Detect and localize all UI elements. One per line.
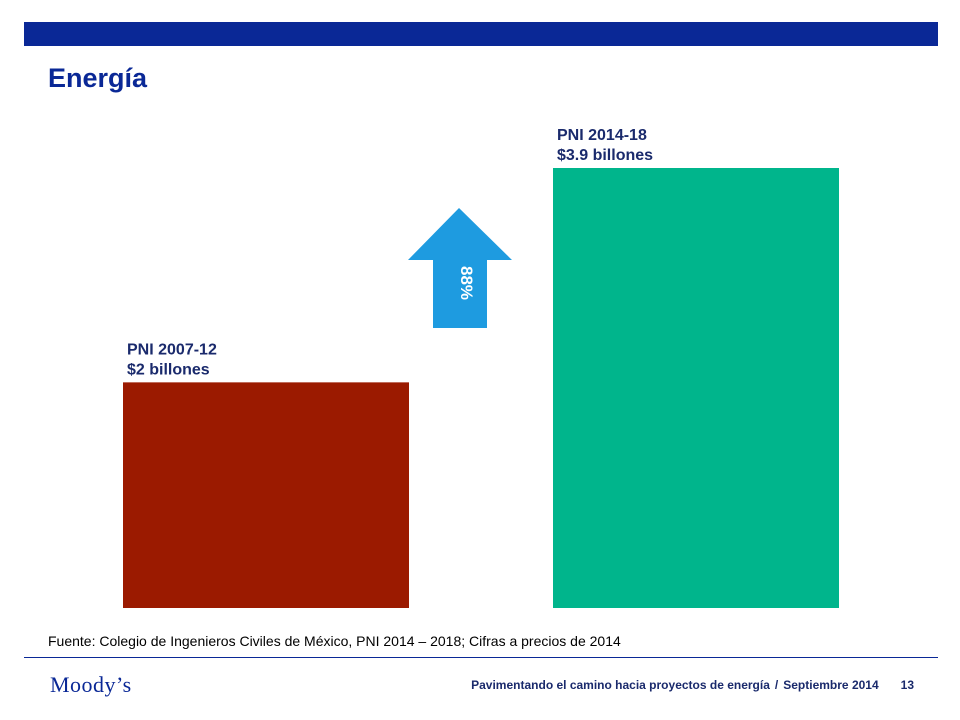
bar-labels-group: PNI 2007-12 $2 billones PNI 2014-18 $3.9 bi… [127, 127, 653, 378]
bar-chart: PNI 2007-12 $2 billones PNI 2014-18 $3.9 bi… [123, 127, 839, 608]
footer-separator: / [774, 678, 779, 692]
page-title: Energía [48, 63, 148, 93]
bars-group [123, 168, 839, 608]
footer-info: Pavimentando el camino hacia proyectos d… [471, 678, 914, 692]
footer-date: Septiembre 2014 [783, 678, 879, 692]
top-header-bar [24, 22, 938, 46]
bar-value-label: $3.9 billones [557, 147, 653, 164]
footer-divider [24, 657, 938, 658]
source-note: Fuente: Colegio de Ingenieros Civiles de… [48, 633, 621, 649]
bar-1 [123, 382, 409, 608]
moodys-logo: Moody’s [50, 672, 132, 697]
page-number: 13 [900, 678, 914, 692]
bar-category-label: PNI 2014-18 [557, 127, 647, 144]
bar-category-label: PNI 2007-12 [127, 341, 217, 358]
growth-percent-label: 88% [457, 266, 476, 300]
growth-annotation: 88% [408, 208, 512, 328]
footer-presentation-title: Pavimentando el camino hacia proyectos d… [471, 678, 770, 692]
up-arrow-icon [408, 208, 512, 328]
bar-2 [553, 168, 839, 608]
bar-value-label: $2 billones [127, 361, 210, 378]
